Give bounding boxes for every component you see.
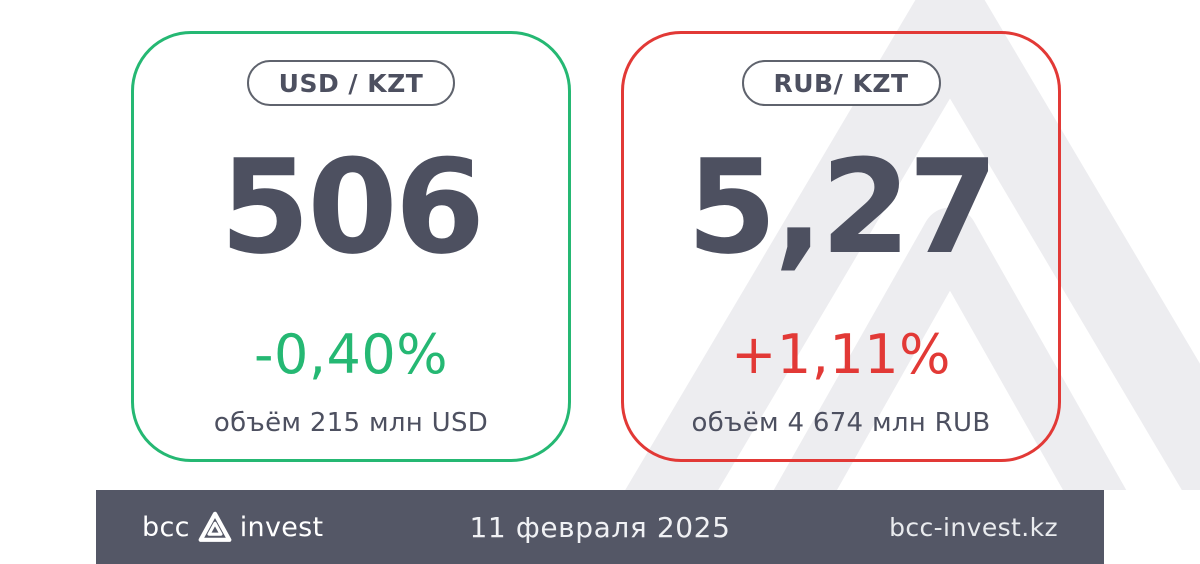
card-usd-kzt: USD / KZT 506 -0,40% объём 215 млн USD [131,31,571,462]
pair-badge-rub-kzt: RUB/ KZT [741,60,941,106]
rate-value-rub-kzt: 5,27 [686,131,999,283]
brand-logo: bcc invest [142,510,323,544]
pair-label: RUB/ KZT [773,68,909,98]
brand-suffix: invest [239,511,324,543]
bcc-triangle-icon [196,510,234,544]
pair-badge-usd-kzt: USD / KZT [246,60,456,106]
footer-date: 11 февраля 2025 [469,510,731,544]
brand-prefix: bcc [142,511,190,543]
change-percent-usd-kzt: -0,40% [253,323,449,386]
pair-label: USD / KZT [278,68,424,98]
footer-website: bcc-invest.kz [889,512,1058,542]
footer-bar: bcc invest 11 февраля 2025 bcc-invest.kz [96,490,1104,564]
rate-value-usd-kzt: 506 [219,131,485,283]
volume-label-usd-kzt: объём 215 млн USD [213,408,489,438]
rate-cards: USD / KZT 506 -0,40% объём 215 млн USD R… [131,31,1061,462]
change-percent-rub-kzt: +1,11% [731,323,951,386]
volume-label-rub-kzt: объём 4 674 млн RUB [691,408,991,438]
card-rub-kzt: RUB/ KZT 5,27 +1,11% объём 4 674 млн RUB [621,31,1061,462]
